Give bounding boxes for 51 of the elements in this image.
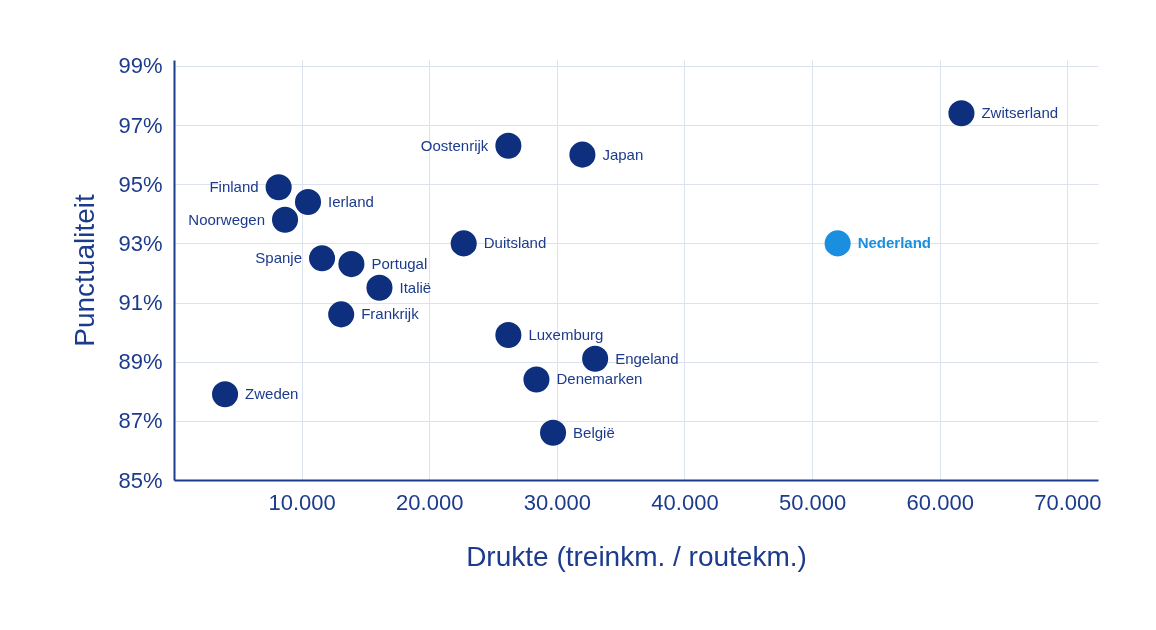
annotation: België	[573, 423, 615, 441]
point	[272, 206, 299, 233]
point	[569, 141, 596, 168]
point	[948, 100, 975, 127]
y-tick-label: 87%	[118, 408, 163, 434]
point	[540, 419, 567, 446]
annotation: Spanje	[255, 249, 303, 267]
point	[265, 174, 292, 201]
x-tick-label: 60.000	[906, 489, 974, 515]
point	[212, 381, 239, 408]
x-tick-label: 70.000	[1034, 489, 1102, 515]
y-tick-label: 91%	[118, 290, 163, 316]
annotation: Frankrijk	[361, 305, 420, 323]
point	[328, 301, 355, 328]
annotation: Luxemburg	[528, 326, 604, 344]
annotation: Nederland	[857, 234, 932, 252]
annotation: Zweden	[245, 385, 299, 403]
x-tick-label: 30.000	[523, 489, 592, 515]
annotation: Engeland	[615, 349, 679, 367]
annotation: Italië	[399, 278, 432, 296]
annotation: Finland	[209, 178, 259, 196]
y-tick-label: 95%	[118, 171, 163, 197]
point	[495, 132, 522, 159]
point	[582, 345, 609, 372]
y-axis-title: Punctualiteit	[69, 194, 101, 347]
y-tick-label: 93%	[118, 230, 163, 256]
point	[495, 322, 522, 349]
x-tick-label: 50.000	[778, 489, 847, 515]
point	[338, 251, 365, 278]
point	[366, 274, 393, 301]
point	[294, 188, 322, 215]
y-tick-label: 85%	[118, 467, 163, 493]
annotation: Noorwegen	[188, 210, 266, 228]
y-tick-label: 97%	[118, 112, 163, 138]
point	[824, 230, 851, 257]
y-tick-label: 99%	[118, 53, 163, 79]
x-tick-label: 10.000	[268, 489, 336, 515]
annotation: Portugal	[371, 255, 428, 273]
x-axis-title: Drukte (treinkm. / routekm.)	[466, 540, 807, 572]
annotation: Denemarken	[556, 370, 643, 388]
annotation: Oostenrijk	[420, 136, 489, 154]
annotation: Zwitserland	[981, 104, 1059, 122]
annotation: Duitsland	[483, 234, 547, 252]
x-tick-label: 20.000	[396, 489, 464, 515]
x-tick-label: 40.000	[651, 489, 719, 515]
point	[309, 245, 336, 272]
y-tick-label: 89%	[118, 349, 163, 375]
point	[523, 366, 550, 393]
annotation: Ierland	[328, 192, 374, 210]
point	[450, 230, 477, 257]
annotation: Japan	[602, 145, 644, 163]
